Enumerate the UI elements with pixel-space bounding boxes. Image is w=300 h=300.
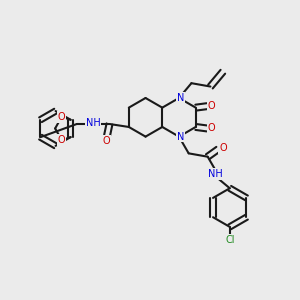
Text: O: O: [208, 124, 216, 134]
Text: NH: NH: [208, 169, 222, 179]
Text: N: N: [177, 132, 184, 142]
Text: Cl: Cl: [225, 235, 235, 245]
Text: O: O: [58, 112, 65, 122]
Text: O: O: [208, 101, 216, 111]
Text: O: O: [58, 135, 65, 145]
Text: N: N: [177, 93, 184, 103]
Text: NH: NH: [86, 118, 101, 128]
Text: O: O: [219, 143, 227, 153]
Text: O: O: [102, 136, 110, 146]
